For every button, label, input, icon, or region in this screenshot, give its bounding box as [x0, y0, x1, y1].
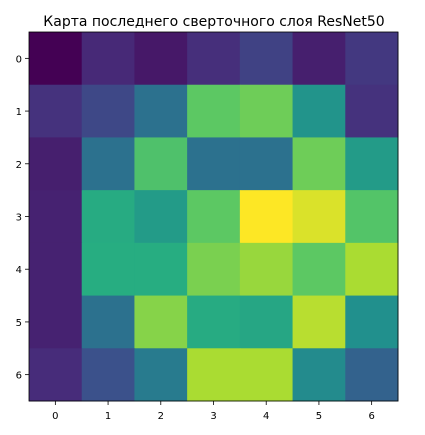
heatmap-cell-5-2	[134, 295, 188, 349]
heatmap-cell-0-2	[134, 32, 188, 86]
heatmap-cell-4-5	[292, 242, 346, 297]
heatmap-cell-0-1	[81, 32, 135, 86]
x-axis: 0 1 2 3 4 5 6	[52, 401, 375, 422]
heatmap-cell-4-1	[81, 242, 135, 297]
heatmap-cell-6-3	[187, 348, 241, 402]
x-tick-label-6: 6	[368, 411, 374, 422]
heatmap-cell-0-4	[239, 32, 294, 86]
heatmap-cell-5-3	[187, 295, 241, 349]
heatmap-cell-2-4	[239, 137, 294, 191]
x-tick-label-2: 2	[158, 411, 164, 422]
heatmap-cell-1-2	[134, 84, 188, 138]
heatmap-cell-1-5	[292, 84, 346, 138]
heatmap-cell-2-3	[187, 137, 241, 191]
heatmap-cell-5-1	[81, 295, 135, 349]
heatmap-cell-1-0	[29, 84, 83, 138]
heatmap-cell-2-0	[29, 137, 83, 191]
heatmap-cell-6-1	[81, 348, 135, 402]
chart-title: Карта последнего сверточного слоя ResNet…	[43, 14, 384, 30]
heatmap-cell-5-0	[29, 295, 83, 349]
heatmap-cell-2-5	[292, 137, 346, 191]
x-tick-label-3: 3	[210, 411, 216, 422]
heatmap-cell-5-6	[345, 295, 399, 349]
heatmap-cell-3-5	[292, 190, 346, 244]
y-axis: 0 1 2 3 4 5 6	[16, 54, 29, 382]
heatmap-cell-3-4	[239, 190, 294, 244]
heatmap-cells	[29, 32, 399, 402]
heatmap-cell-3-0	[29, 190, 83, 244]
y-tick-label-4: 4	[16, 265, 22, 276]
x-tick-label-0: 0	[52, 411, 58, 422]
heatmap-cell-5-4	[239, 295, 294, 349]
heatmap-cell-0-6	[345, 32, 399, 86]
heatmap-cell-1-3	[187, 84, 241, 138]
heatmap-cell-3-2	[134, 190, 188, 244]
heatmap-cell-2-2	[134, 137, 188, 191]
y-tick-label-5: 5	[16, 318, 22, 329]
heatmap-cell-1-4	[239, 84, 294, 138]
y-tick-label-3: 3	[16, 213, 22, 224]
heatmap-cell-4-0	[29, 242, 83, 297]
heatmap-cell-6-4	[239, 348, 294, 402]
x-tick-label-5: 5	[316, 411, 322, 422]
heatmap-cell-2-6	[345, 137, 399, 191]
y-tick-label-2: 2	[16, 160, 22, 171]
heatmap-cell-4-4	[239, 242, 294, 297]
heatmap-cell-0-3	[187, 32, 241, 86]
heatmap-cell-3-1	[81, 190, 135, 244]
y-tick-label-1: 1	[16, 107, 22, 118]
heatmap-cell-2-1	[81, 137, 135, 191]
heatmap-cell-0-5	[292, 32, 346, 86]
heatmap-cell-1-1	[81, 84, 135, 138]
heatmap-cell-4-3	[187, 242, 241, 297]
heatmap-cell-4-2	[134, 242, 188, 297]
heatmap-cell-5-5	[292, 295, 346, 349]
y-tick-label-6: 6	[16, 371, 22, 382]
x-tick-label-1: 1	[105, 411, 111, 422]
heatmap-cell-4-6	[345, 242, 399, 297]
heatmap-cell-6-5	[292, 348, 346, 402]
x-tick-label-4: 4	[263, 411, 269, 422]
heatmap-cell-3-6	[345, 190, 399, 244]
heatmap-cell-6-2	[134, 348, 188, 402]
heatmap-cell-6-6	[345, 348, 399, 402]
heatmap-cell-0-0	[29, 32, 83, 86]
heatmap-cell-3-3	[187, 190, 241, 244]
y-tick-label-0: 0	[16, 54, 22, 65]
heatmap-cell-6-0	[29, 348, 83, 402]
heatmap-cell-1-6	[345, 84, 399, 138]
